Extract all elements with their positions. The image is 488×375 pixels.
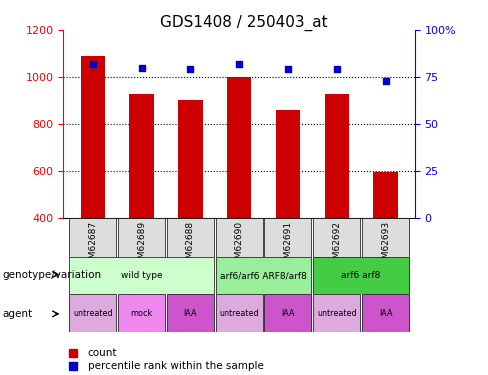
Bar xyxy=(167,217,214,257)
Bar xyxy=(313,217,360,257)
Point xyxy=(138,64,145,70)
Text: GSM62689: GSM62689 xyxy=(137,220,146,270)
Bar xyxy=(264,217,311,257)
Text: untreated: untreated xyxy=(73,309,113,318)
Text: IAA: IAA xyxy=(281,309,295,318)
Text: IAA: IAA xyxy=(183,309,197,318)
Bar xyxy=(118,217,165,257)
Point xyxy=(382,78,389,84)
Text: genotype/variation: genotype/variation xyxy=(2,270,102,279)
Point xyxy=(333,66,341,72)
Bar xyxy=(313,294,360,332)
Text: GDS1408 / 250403_at: GDS1408 / 250403_at xyxy=(160,15,328,31)
Bar xyxy=(325,94,349,218)
Bar xyxy=(227,77,251,218)
Text: GSM62690: GSM62690 xyxy=(235,220,244,270)
Text: untreated: untreated xyxy=(219,309,259,318)
Point xyxy=(186,66,194,72)
Bar xyxy=(362,217,409,257)
Bar xyxy=(373,172,398,217)
Text: wild type: wild type xyxy=(121,271,163,280)
Bar xyxy=(216,217,263,257)
Point xyxy=(89,61,97,67)
Text: mock: mock xyxy=(130,309,153,318)
Text: arf6/arf6 ARF8/arf8: arf6/arf6 ARF8/arf8 xyxy=(220,271,307,280)
Bar xyxy=(81,56,105,217)
Text: GSM62692: GSM62692 xyxy=(332,220,341,270)
Bar xyxy=(362,294,409,332)
Bar xyxy=(216,257,311,294)
Text: untreated: untreated xyxy=(317,309,357,318)
Bar xyxy=(276,110,300,218)
Bar xyxy=(69,294,116,332)
Bar xyxy=(264,294,311,332)
Bar xyxy=(216,294,263,332)
Bar xyxy=(167,294,214,332)
Bar xyxy=(69,257,214,294)
Text: IAA: IAA xyxy=(379,309,392,318)
Bar xyxy=(118,294,165,332)
Text: percentile rank within the sample: percentile rank within the sample xyxy=(88,361,264,370)
Point xyxy=(284,66,292,72)
Bar xyxy=(313,257,409,294)
Text: GSM62693: GSM62693 xyxy=(381,220,390,270)
Text: GSM62691: GSM62691 xyxy=(284,220,292,270)
Text: GSM62688: GSM62688 xyxy=(186,220,195,270)
Text: count: count xyxy=(88,348,117,358)
Bar xyxy=(129,94,154,218)
Bar xyxy=(69,217,116,257)
Text: arf6 arf8: arf6 arf8 xyxy=(342,271,381,280)
Text: GSM62687: GSM62687 xyxy=(88,220,97,270)
Text: agent: agent xyxy=(2,309,33,319)
Bar xyxy=(178,100,203,218)
Point xyxy=(235,61,243,67)
